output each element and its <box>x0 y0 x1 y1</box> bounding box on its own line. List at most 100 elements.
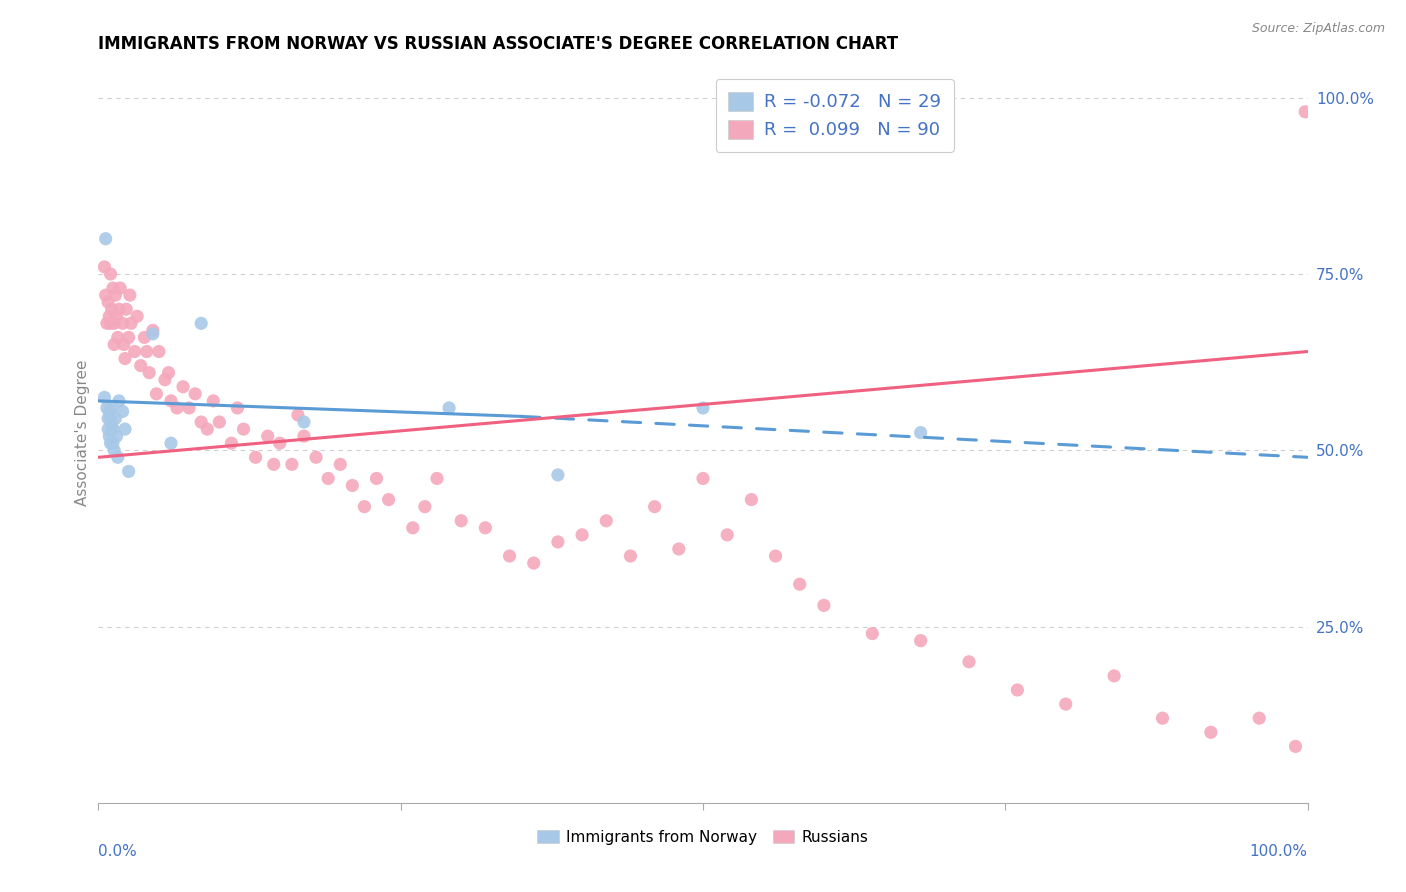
Point <box>100 436 122 450</box>
Point <box>957 655 980 669</box>
Point <box>437 401 460 415</box>
Point <box>157 366 180 380</box>
Point <box>692 401 714 415</box>
Legend: Immigrants from Norway, Russians: Immigrants from Norway, Russians <box>531 823 875 851</box>
Point <box>111 316 134 330</box>
Point <box>813 599 835 613</box>
Point <box>668 541 690 556</box>
Point <box>208 415 231 429</box>
Point <box>142 323 165 337</box>
Point <box>910 633 932 648</box>
Point <box>103 316 125 330</box>
Point <box>148 344 170 359</box>
Point <box>112 337 135 351</box>
Point <box>1054 697 1077 711</box>
Point <box>498 549 520 563</box>
Point <box>108 302 131 317</box>
Point <box>108 393 131 408</box>
Point <box>329 458 352 472</box>
Point <box>166 401 188 415</box>
Point <box>402 521 425 535</box>
Point <box>281 458 304 472</box>
Point <box>101 436 124 450</box>
Point <box>100 316 122 330</box>
Point <box>910 425 932 440</box>
Point <box>100 418 122 433</box>
Point <box>101 422 124 436</box>
Point <box>305 450 328 465</box>
Point <box>160 393 183 408</box>
Text: 0.0%: 0.0% <box>98 844 138 858</box>
Point <box>245 450 267 465</box>
Point <box>179 401 201 415</box>
Point <box>1007 683 1029 698</box>
Point <box>353 500 375 514</box>
Point <box>97 411 120 425</box>
Point <box>221 436 243 450</box>
Point <box>292 415 315 429</box>
Point <box>190 415 212 429</box>
Text: 100.0%: 100.0% <box>1250 844 1308 858</box>
Point <box>474 521 496 535</box>
Y-axis label: Associate's Degree: Associate's Degree <box>75 359 90 506</box>
Point <box>101 281 124 295</box>
Point <box>292 429 315 443</box>
Point <box>789 577 811 591</box>
Point <box>523 556 546 570</box>
Point <box>120 316 142 330</box>
Point <box>256 429 278 443</box>
Point <box>316 471 339 485</box>
Point <box>104 288 127 302</box>
Point <box>98 429 121 443</box>
Point <box>153 373 176 387</box>
Point <box>108 281 131 295</box>
Point <box>118 288 141 302</box>
Point <box>1102 669 1125 683</box>
Point <box>145 387 167 401</box>
Point <box>97 295 120 310</box>
Point <box>342 478 364 492</box>
Point <box>96 401 118 415</box>
Point <box>118 330 141 344</box>
Point <box>93 390 115 404</box>
Point <box>94 232 117 246</box>
Point <box>1199 725 1222 739</box>
Point <box>115 302 138 317</box>
Point <box>692 471 714 485</box>
Point <box>426 471 449 485</box>
Point <box>377 492 399 507</box>
Point <box>547 535 569 549</box>
Point <box>93 260 115 274</box>
Point <box>104 411 127 425</box>
Point <box>716 528 738 542</box>
Point <box>287 408 309 422</box>
Point <box>595 514 617 528</box>
Point <box>100 267 122 281</box>
Point <box>124 344 146 359</box>
Text: Source: ZipAtlas.com: Source: ZipAtlas.com <box>1251 22 1385 36</box>
Point <box>114 422 136 436</box>
Point <box>134 330 156 344</box>
Point <box>263 458 285 472</box>
Point <box>103 443 125 458</box>
Point <box>450 514 472 528</box>
Point <box>765 549 787 563</box>
Point <box>129 359 152 373</box>
Point <box>860 626 883 640</box>
Point <box>226 401 249 415</box>
Point <box>96 316 118 330</box>
Point <box>232 422 254 436</box>
Point <box>1152 711 1174 725</box>
Point <box>127 310 149 324</box>
Point <box>105 429 128 443</box>
Point <box>1249 711 1271 725</box>
Point <box>1294 104 1316 119</box>
Point <box>172 380 194 394</box>
Point <box>100 411 122 425</box>
Point <box>413 500 436 514</box>
Point <box>269 436 291 450</box>
Point <box>142 326 165 341</box>
Point <box>118 464 141 478</box>
Point <box>571 528 593 542</box>
Point <box>98 404 121 418</box>
